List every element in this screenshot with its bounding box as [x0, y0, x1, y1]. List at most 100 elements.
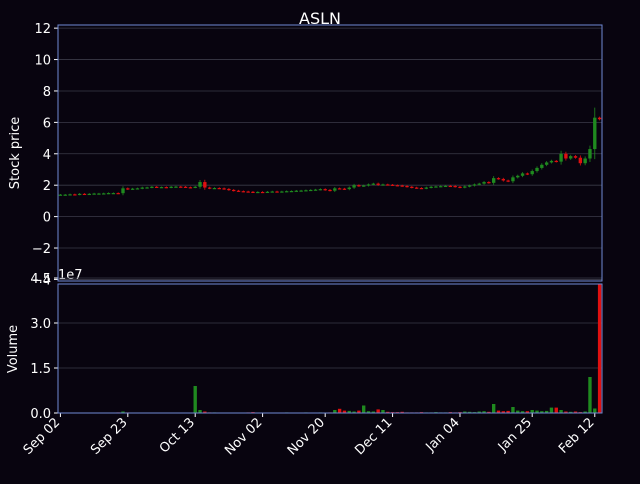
candle-body — [429, 186, 433, 188]
volume-bar — [482, 411, 486, 413]
volume-bar — [121, 411, 125, 413]
candle-body — [121, 188, 125, 194]
candle-body — [97, 193, 101, 195]
candle-body — [232, 189, 236, 192]
volume-bar — [333, 410, 337, 413]
candle-body — [212, 188, 217, 190]
candle-body — [236, 190, 241, 192]
x-tick-label: Oct 13 — [157, 415, 198, 456]
candle-body — [135, 188, 140, 190]
volume-bar — [520, 411, 525, 413]
candle-body — [453, 185, 457, 188]
volume-bar — [549, 407, 554, 413]
candle-body — [63, 194, 67, 196]
volume-bar — [573, 411, 578, 413]
volume-tick-label: 3.0 — [30, 317, 51, 332]
candle-body — [203, 182, 207, 188]
candle-body — [116, 193, 120, 195]
x-tick-label: Nov 02 — [222, 415, 265, 458]
candle-body — [376, 183, 380, 185]
price-tick-label: 10 — [34, 54, 51, 69]
candle-body — [342, 188, 347, 190]
volume-bar — [463, 411, 467, 413]
volume-bar — [337, 408, 342, 413]
candle-body — [458, 186, 462, 188]
price-panel-frame — [57, 24, 603, 282]
candle-body — [390, 184, 395, 186]
candle-body — [102, 193, 106, 195]
candle-body — [92, 193, 96, 195]
candle-body — [130, 188, 135, 190]
candle-body — [544, 162, 549, 165]
candle-body — [323, 189, 327, 191]
volume-bar — [491, 404, 496, 413]
candle-body — [217, 188, 221, 190]
candle-body — [284, 191, 289, 193]
candle-body — [362, 185, 366, 187]
volume-bar — [477, 411, 481, 413]
volume-bar — [400, 411, 404, 413]
candle-body — [155, 186, 159, 188]
price-tick-label: −4 — [32, 273, 51, 288]
volume-bar — [362, 405, 366, 413]
candle-body — [386, 184, 390, 186]
candle-body — [159, 187, 164, 189]
candle-body — [337, 188, 342, 190]
candle-body — [246, 191, 250, 193]
candle-body — [313, 189, 318, 191]
candle-body — [222, 188, 226, 190]
candle-body — [381, 184, 385, 186]
candle-body — [270, 191, 274, 193]
candle-body — [506, 180, 510, 182]
price-tick-label: 0 — [43, 211, 51, 226]
volume-bar — [569, 411, 573, 413]
candle-body — [251, 191, 255, 193]
candle-body — [145, 187, 149, 189]
candle-body — [188, 187, 193, 189]
candle-body — [280, 191, 284, 193]
volume-bar — [467, 411, 472, 413]
volume-bar — [501, 411, 505, 413]
volume-axis-label: Volume — [6, 325, 21, 373]
price-tick-label: 6 — [43, 116, 51, 131]
candle-body — [260, 191, 265, 194]
volume-bar — [352, 411, 356, 413]
candle-body — [535, 167, 539, 172]
candle-body — [352, 185, 356, 188]
candle-body — [414, 187, 419, 189]
candle-body — [193, 186, 197, 188]
candle-body — [439, 186, 443, 188]
candle-body — [309, 189, 313, 192]
candle-body — [525, 173, 530, 175]
volume-bar — [559, 410, 563, 413]
candle-body — [357, 185, 361, 187]
volume-panel-frame — [57, 283, 603, 414]
candle-body — [443, 185, 448, 188]
candle-body — [487, 182, 491, 184]
volume-bar — [511, 407, 515, 413]
volume-bar — [496, 410, 501, 413]
price-tick-label: 4 — [43, 148, 51, 163]
chart-title: ASLN — [299, 9, 341, 28]
candle-body — [58, 194, 63, 196]
candle-body — [434, 186, 438, 188]
x-tick-label: Jan 25 — [495, 415, 535, 455]
candle-body — [140, 187, 144, 189]
candle-body — [597, 117, 602, 120]
volume-bar — [342, 410, 347, 413]
candle-body — [467, 185, 472, 187]
candle-body — [511, 177, 515, 182]
candle-body — [463, 186, 467, 188]
candle-body — [419, 188, 424, 190]
candle-body — [294, 190, 298, 192]
candle-body — [304, 190, 308, 192]
volume-bar — [554, 407, 558, 413]
volume-bar — [583, 411, 587, 413]
volume-bar — [198, 410, 202, 413]
candle-body — [520, 173, 525, 176]
candle-body — [106, 193, 111, 195]
candle-body — [198, 182, 202, 187]
volume-bar — [597, 284, 602, 413]
candle-body — [424, 187, 428, 189]
